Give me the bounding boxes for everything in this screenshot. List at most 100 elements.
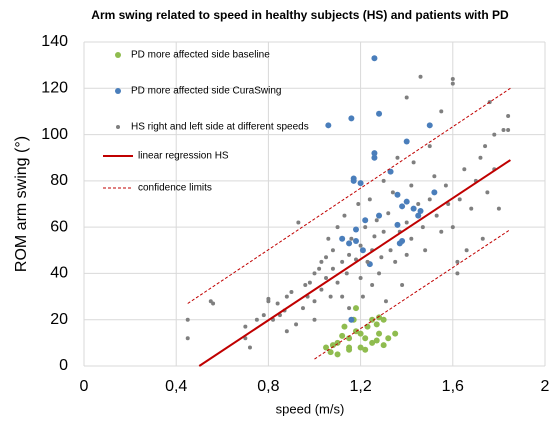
point	[319, 259, 324, 264]
point	[506, 114, 511, 119]
point	[289, 289, 294, 294]
point	[376, 314, 383, 321]
y-tick-label: 100	[41, 126, 68, 143]
point	[339, 235, 346, 242]
point	[352, 305, 359, 312]
point	[373, 321, 380, 328]
legend-label: PD more affected side baseline	[131, 50, 270, 61]
point	[376, 212, 383, 219]
point	[372, 234, 377, 239]
x-tick-label: 2	[541, 378, 550, 395]
point	[400, 283, 405, 287]
point	[284, 294, 289, 299]
point	[404, 252, 409, 257]
point	[373, 337, 380, 344]
point	[300, 306, 305, 311]
point	[432, 174, 437, 179]
point	[367, 197, 372, 202]
point	[319, 287, 324, 292]
point	[395, 155, 400, 160]
point	[344, 271, 349, 276]
point	[427, 144, 432, 149]
point	[387, 168, 394, 175]
point	[403, 138, 410, 145]
point	[330, 266, 335, 271]
point	[312, 317, 317, 322]
point	[431, 189, 438, 196]
point	[211, 301, 216, 306]
point	[335, 225, 340, 230]
point	[360, 294, 365, 299]
y-axis-label: ROM arm swing (°)	[13, 136, 30, 272]
y-tick-label: 40	[50, 265, 68, 282]
point	[296, 220, 301, 225]
point	[411, 160, 416, 165]
point	[455, 271, 460, 276]
y-tick-label: 60	[50, 218, 68, 235]
point	[324, 276, 329, 281]
point	[326, 236, 331, 241]
point	[359, 247, 366, 254]
point	[369, 316, 376, 323]
point	[450, 225, 455, 230]
point	[399, 203, 406, 210]
point	[323, 344, 330, 351]
point	[416, 202, 421, 206]
point	[492, 132, 497, 137]
point	[485, 190, 490, 195]
point	[379, 255, 384, 260]
point	[403, 198, 410, 205]
point	[352, 226, 359, 233]
point	[376, 330, 383, 337]
point	[393, 259, 398, 264]
point	[434, 213, 439, 218]
point	[324, 255, 329, 260]
point	[404, 95, 409, 100]
point	[358, 276, 363, 281]
point	[346, 240, 353, 247]
point	[340, 259, 345, 264]
point	[420, 225, 425, 230]
x-axis-label: speed (m/s)	[276, 401, 345, 416]
x-tick-label: 0	[80, 378, 89, 395]
point	[496, 206, 501, 211]
point	[352, 238, 359, 245]
point	[450, 81, 455, 86]
point	[335, 280, 340, 285]
point	[356, 202, 361, 206]
point	[404, 220, 409, 225]
point	[329, 342, 336, 349]
point	[357, 344, 364, 351]
point	[327, 349, 334, 356]
point	[370, 283, 375, 287]
point	[312, 299, 317, 304]
point	[266, 296, 271, 301]
y-tick-label: 140	[41, 33, 68, 50]
point	[346, 346, 353, 353]
point	[348, 115, 355, 122]
point	[418, 74, 423, 79]
point	[325, 122, 332, 129]
legend-marker	[116, 125, 120, 129]
point	[410, 205, 417, 212]
point	[312, 271, 317, 276]
point	[346, 335, 353, 342]
point	[349, 236, 354, 241]
point	[483, 144, 488, 149]
point	[480, 236, 485, 241]
point	[340, 294, 345, 299]
point	[362, 335, 369, 342]
point	[357, 180, 364, 187]
point	[330, 248, 335, 253]
point	[455, 259, 460, 264]
point	[358, 243, 363, 248]
y-tick-label: 0	[59, 357, 68, 374]
point	[185, 336, 190, 341]
point	[369, 339, 376, 346]
legend-marker	[115, 88, 121, 94]
point	[377, 271, 382, 276]
point	[371, 150, 378, 157]
point	[328, 294, 333, 299]
x-tick-label: 1,6	[442, 378, 464, 395]
